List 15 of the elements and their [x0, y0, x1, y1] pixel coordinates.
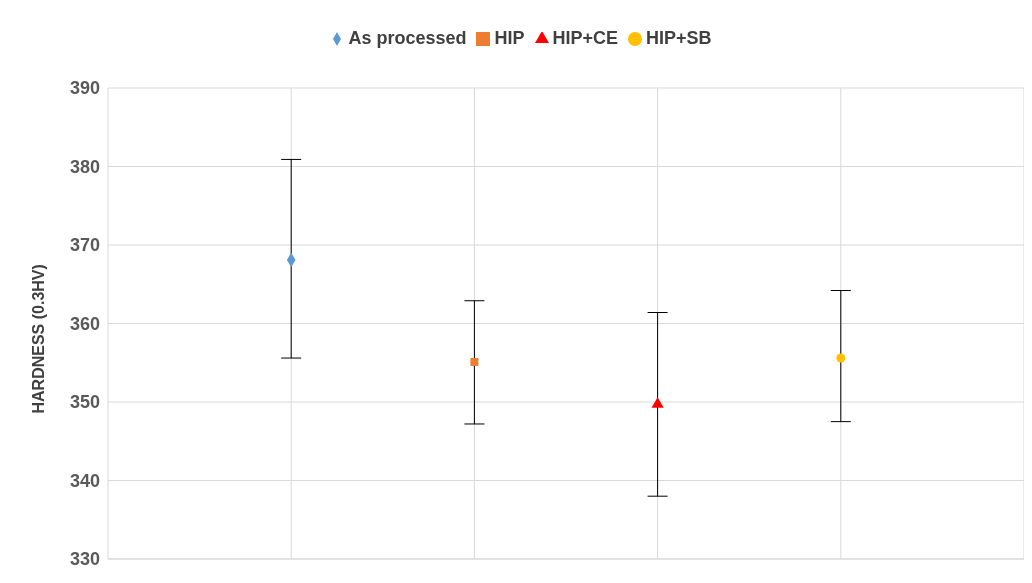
- y-tick-label: 380: [69, 156, 100, 177]
- point: [651, 397, 664, 408]
- point: [470, 357, 479, 366]
- y-tick-label: 330: [69, 549, 100, 570]
- y-axis-title: HARDNESS (0.3HV): [29, 264, 47, 414]
- y-tick-label: 360: [69, 313, 100, 334]
- legend-label: HIP+SB: [646, 28, 712, 48]
- y-tick-label: 340: [69, 470, 100, 491]
- y-tick-label: 350: [69, 392, 100, 413]
- y-tick-label: 370: [69, 235, 100, 256]
- point: [836, 353, 846, 363]
- legend-label: HIP: [494, 28, 525, 48]
- legend-label: HIP+CE: [552, 28, 619, 48]
- y-tick-label: 390: [69, 78, 100, 99]
- legend-label: As processed: [348, 28, 467, 48]
